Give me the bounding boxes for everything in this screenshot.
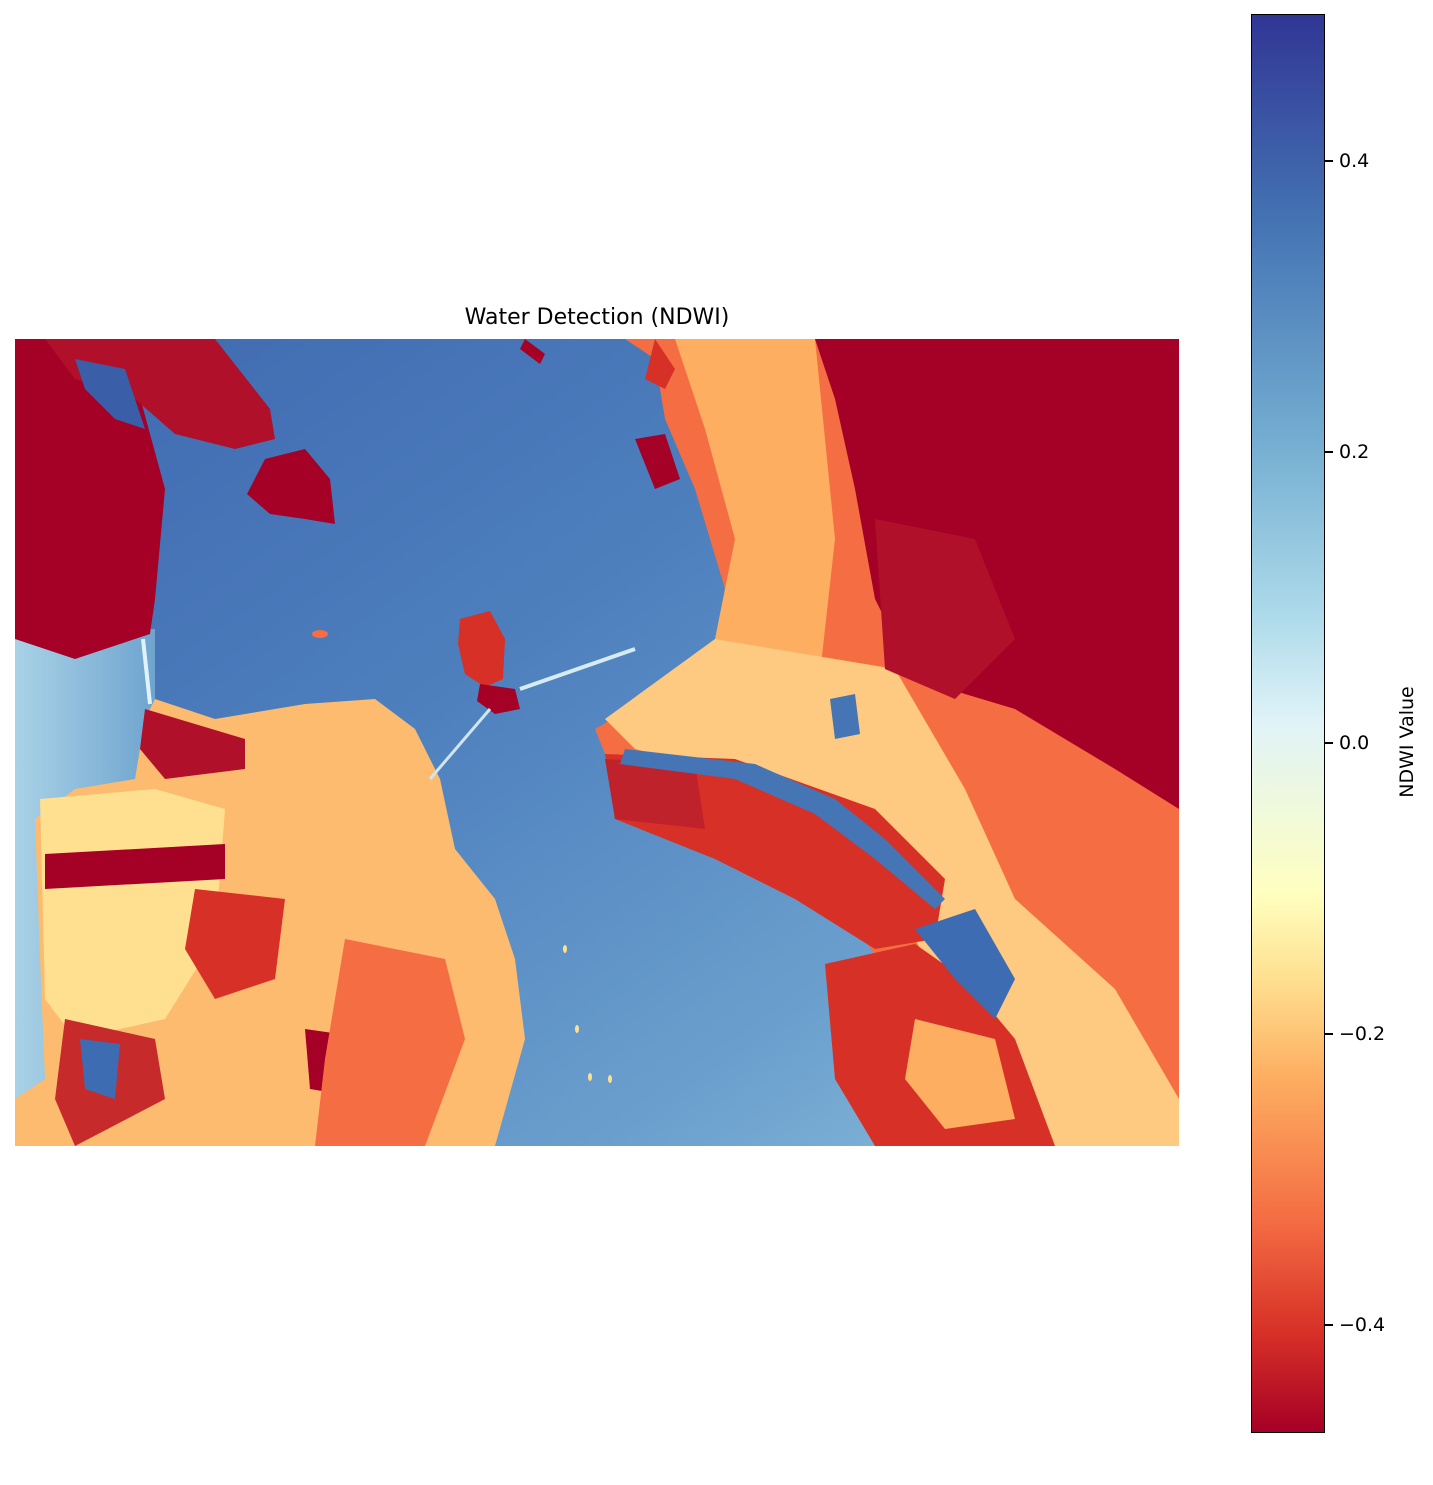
yerba-buena bbox=[477, 684, 520, 714]
lake-merritt bbox=[830, 694, 860, 739]
colorbar-tick bbox=[1325, 451, 1333, 453]
san-leandro-bay bbox=[915, 909, 1015, 1019]
colorbar bbox=[1251, 14, 1325, 1433]
alameda-point bbox=[605, 759, 705, 829]
richmond-pier bbox=[645, 339, 675, 389]
berkeley-urban bbox=[675, 339, 835, 719]
emeryville-pier bbox=[635, 434, 680, 489]
bay-bridge-east bbox=[519, 647, 636, 691]
alcatraz bbox=[312, 630, 328, 638]
golden-gate-bridge bbox=[141, 638, 152, 705]
ship-2 bbox=[575, 1025, 579, 1033]
hills-forest bbox=[875, 519, 1015, 699]
ship-1 bbox=[563, 945, 567, 953]
colorbar-tick bbox=[1325, 1324, 1333, 1326]
golden-gate-park bbox=[45, 844, 225, 889]
bay-bridge-west bbox=[428, 708, 492, 780]
angel-island bbox=[247, 449, 335, 524]
treasure-island bbox=[458, 611, 505, 687]
colorbar-tick bbox=[1325, 742, 1333, 744]
colorbar-tick-label: −0.2 bbox=[1339, 1023, 1386, 1045]
sf-east-south bbox=[315, 939, 465, 1146]
colorbar-tick-label: 0.4 bbox=[1339, 150, 1370, 172]
map-title: Water Detection (NDWI) bbox=[464, 305, 730, 330]
tiburon bbox=[75, 359, 145, 429]
colorbar-tick bbox=[1325, 1033, 1333, 1035]
marin-north-strip bbox=[520, 339, 545, 364]
east-bay-hills bbox=[815, 339, 1179, 809]
colorbar-tick-label: 0.2 bbox=[1339, 441, 1370, 463]
ship-4 bbox=[608, 1075, 612, 1083]
estuary bbox=[620, 749, 945, 909]
sf-hills bbox=[185, 889, 285, 999]
colorbar-label: NDWI Value bbox=[1396, 686, 1418, 798]
presidio bbox=[140, 709, 245, 779]
oakland-airport bbox=[905, 1019, 1015, 1129]
colorbar-tick-label: −0.4 bbox=[1339, 1314, 1386, 1336]
lake-merced bbox=[80, 1039, 120, 1099]
ndwi-map-image bbox=[15, 339, 1179, 1146]
colorbar-tick bbox=[1325, 160, 1333, 162]
colorbar-tick-label: 0.0 bbox=[1339, 732, 1370, 754]
ship-3 bbox=[588, 1073, 592, 1081]
